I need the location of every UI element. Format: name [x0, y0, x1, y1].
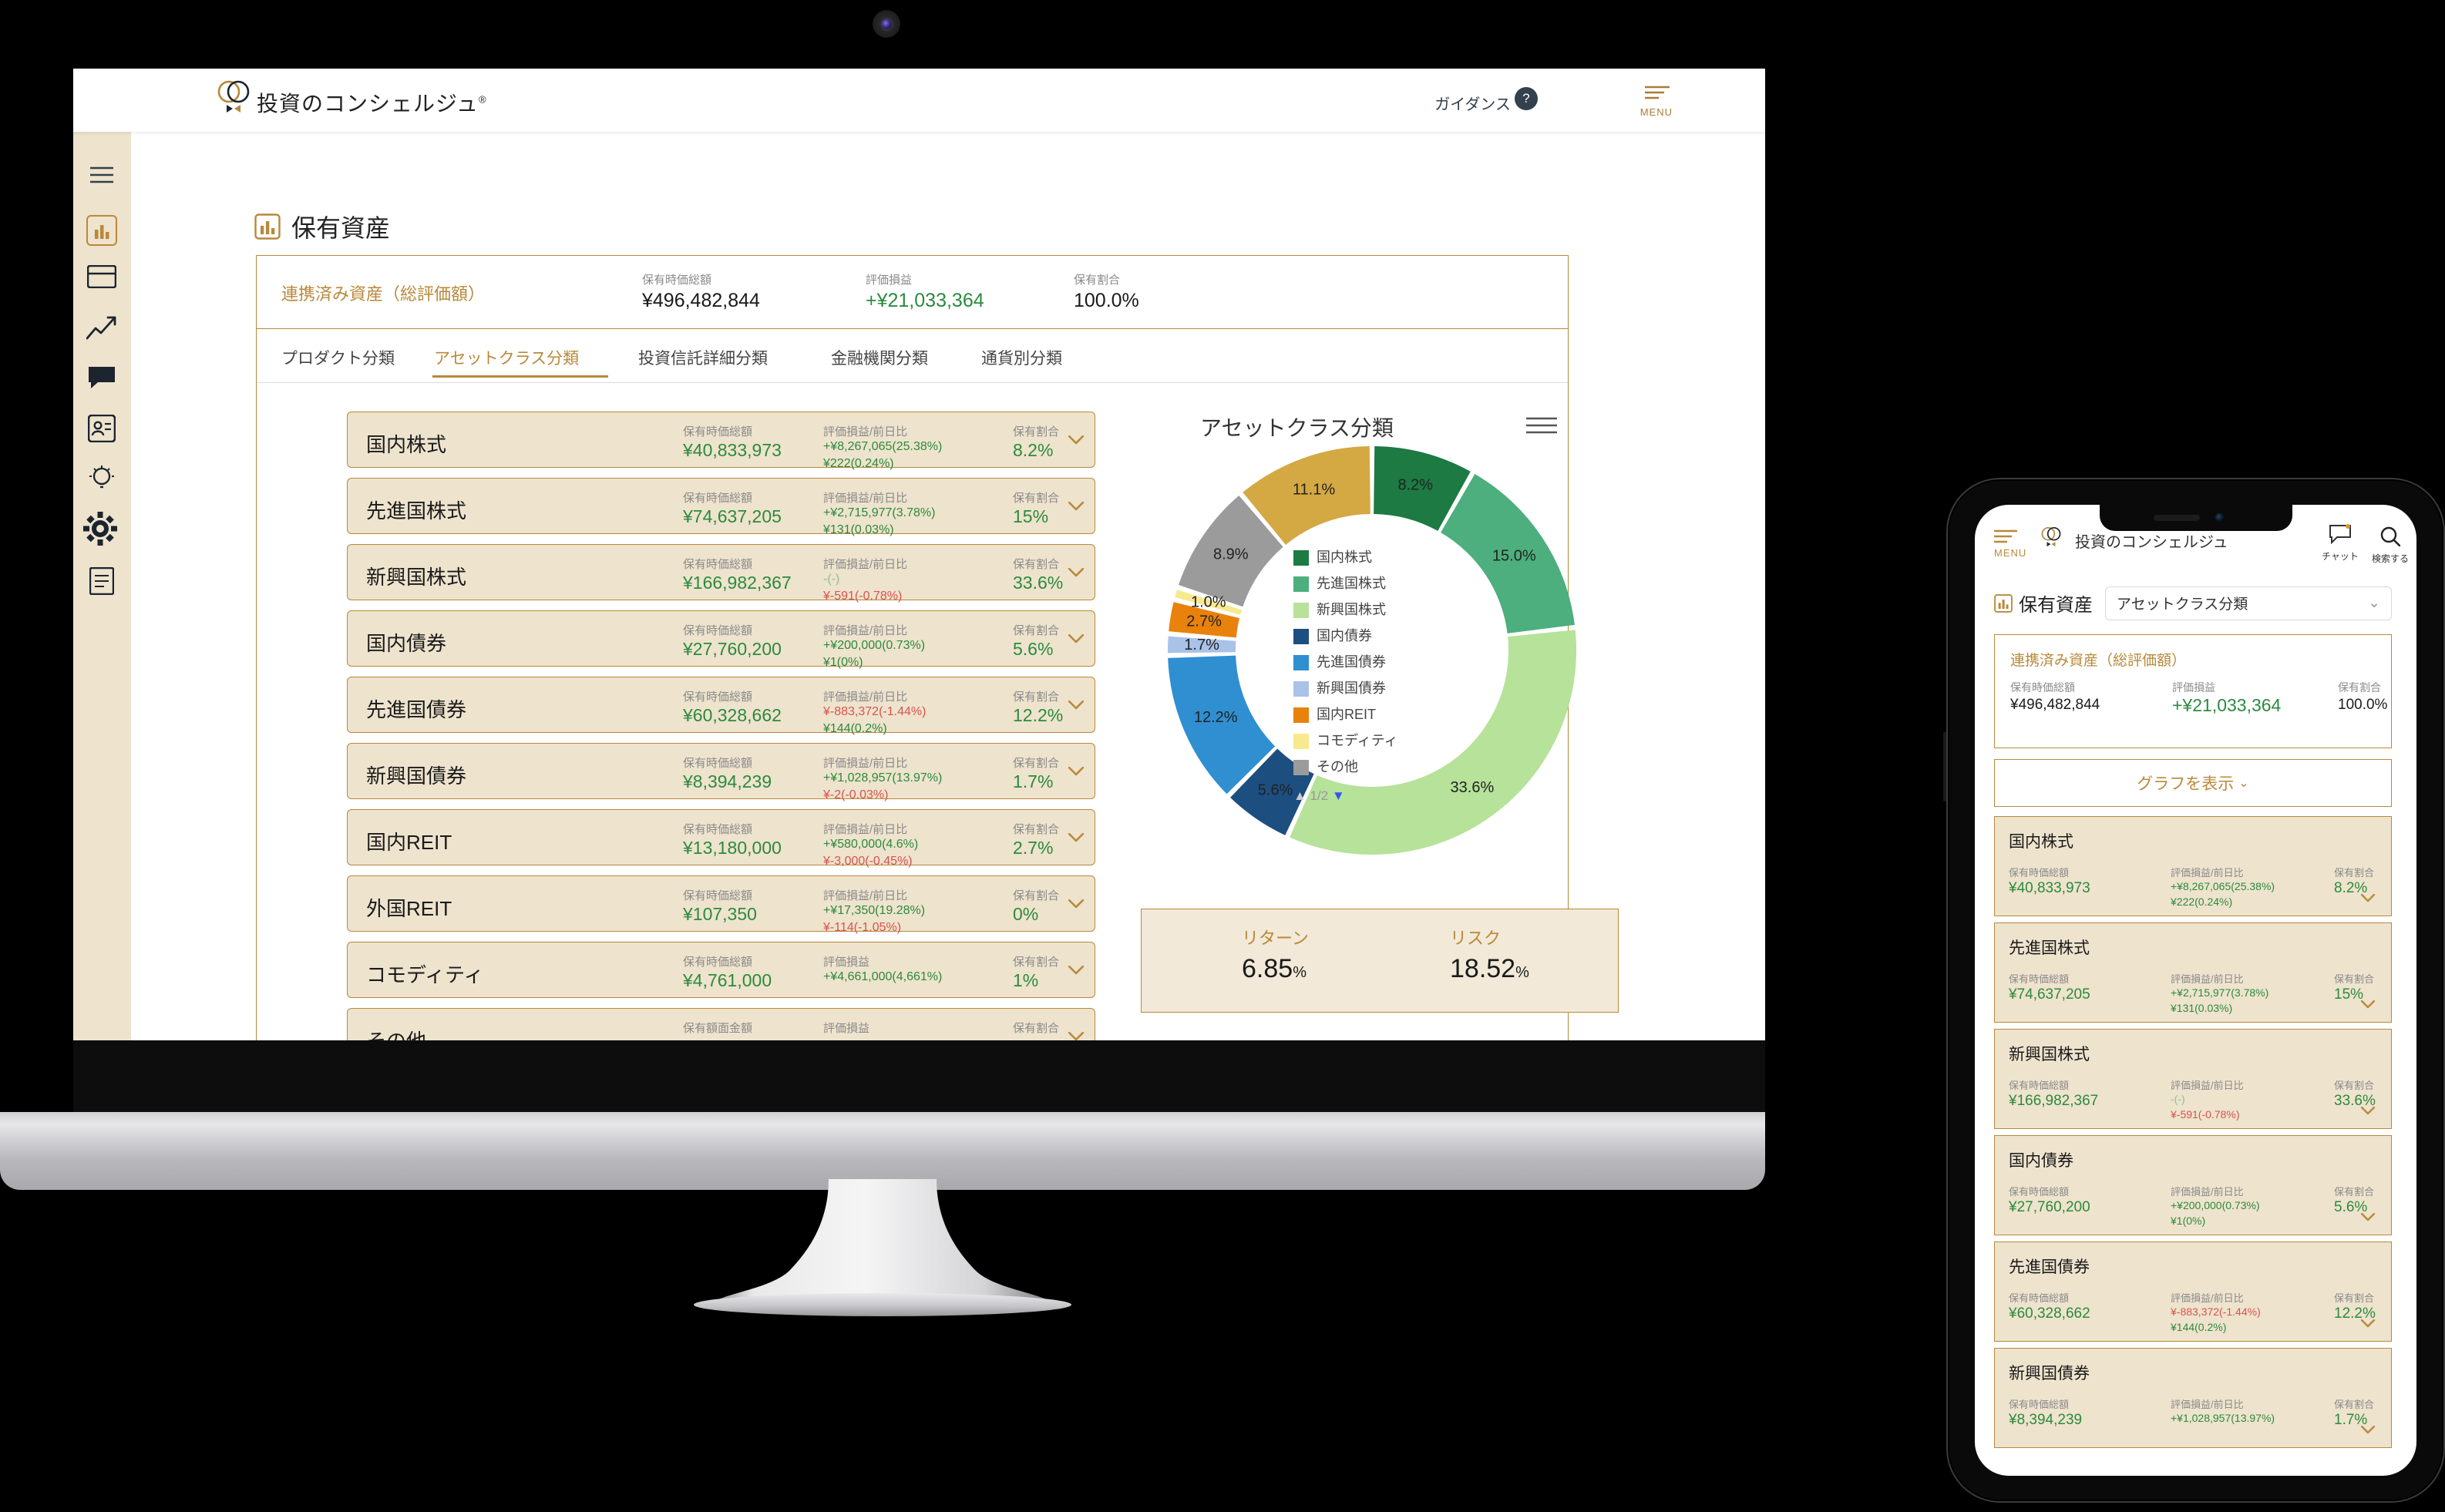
- svg-text:33.6%: 33.6%: [1451, 779, 1495, 796]
- svg-text:12.2%: 12.2%: [1194, 709, 1238, 726]
- svg-text:15.0%: 15.0%: [1492, 547, 1536, 564]
- svg-text:11.1%: 11.1%: [1293, 482, 1335, 499]
- svg-text:2.7%: 2.7%: [1186, 613, 1222, 630]
- svg-text:1.0%: 1.0%: [1191, 594, 1226, 611]
- svg-text:5.6%: 5.6%: [1258, 781, 1293, 798]
- svg-text:1.7%: 1.7%: [1184, 637, 1219, 654]
- svg-text:8.9%: 8.9%: [1213, 546, 1249, 563]
- svg-text:8.2%: 8.2%: [1398, 477, 1434, 494]
